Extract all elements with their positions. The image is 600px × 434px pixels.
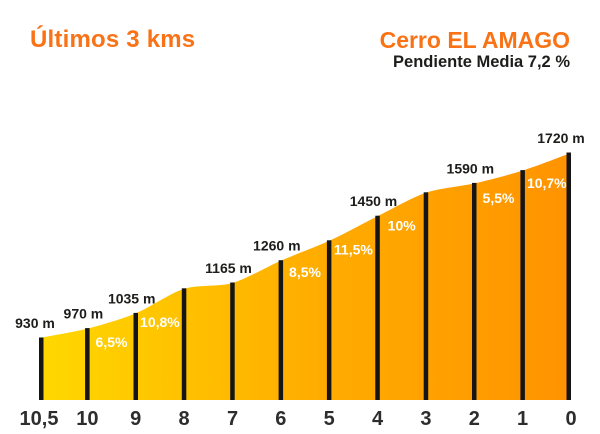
- segment-gradient-label: 6,5%: [96, 334, 128, 350]
- x-axis-label: 4: [372, 408, 384, 430]
- segment-gradient-label: 5,5%: [483, 190, 515, 206]
- km-bar: [133, 312, 138, 400]
- elevation-label: 1450 m: [350, 193, 397, 209]
- elevation-label: 1720 m: [537, 130, 584, 146]
- elevation-label: 1260 m: [253, 238, 300, 254]
- x-axis-label: 2: [469, 408, 480, 430]
- segment-gradient-label: 10,7%: [527, 175, 567, 191]
- average-gradient-subtitle: Pendiente Media 7,2 %: [393, 53, 570, 71]
- elevation-label: 1035 m: [108, 290, 155, 306]
- elevation-label: 970 m: [64, 306, 104, 322]
- page-title: Últimos 3 kms: [30, 26, 196, 53]
- km-bar: [566, 152, 571, 400]
- x-axis-label: 5: [324, 408, 335, 430]
- x-axis-label: 10,5: [20, 408, 59, 430]
- km-bar: [39, 337, 44, 400]
- x-axis-label: 1: [517, 408, 528, 430]
- km-bar: [326, 240, 332, 400]
- x-axis-label: 9: [130, 408, 141, 430]
- km-bar: [181, 288, 187, 400]
- km-bar: [423, 192, 429, 400]
- x-axis-label: 3: [420, 408, 431, 430]
- climb-name-title: Cerro EL AMAGO: [379, 27, 570, 53]
- profile-area-fill: [39, 153, 571, 400]
- km-bar: [230, 282, 235, 400]
- elevation-label: 1165 m: [205, 260, 252, 276]
- x-axis-label: 8: [179, 408, 190, 430]
- x-axis-label: 7: [227, 408, 238, 430]
- elevation-label: 1590 m: [447, 160, 494, 176]
- km-bar: [278, 260, 284, 400]
- x-axis-label: 10: [76, 408, 98, 430]
- segment-gradient-label: 8,5%: [289, 264, 321, 280]
- km-bar: [375, 215, 380, 400]
- km-bar: [85, 328, 90, 400]
- km-bar: [472, 182, 477, 400]
- elevation-label: 930 m: [15, 315, 55, 331]
- x-axis-label: 6: [275, 408, 286, 430]
- x-axis-label: 0: [565, 408, 576, 430]
- segment-gradient-label: 11,5%: [334, 242, 373, 258]
- segment-gradient-label: 10,8%: [140, 314, 180, 330]
- km-bar: [520, 170, 525, 400]
- segment-gradient-label: 10%: [388, 218, 417, 234]
